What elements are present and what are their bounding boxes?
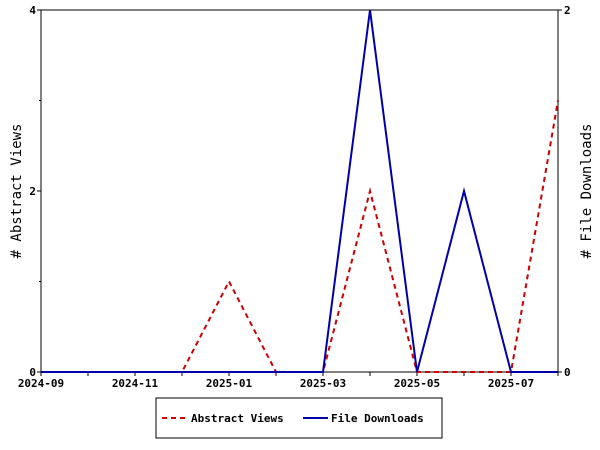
- legend-label: Abstract Views: [191, 412, 284, 425]
- x-tick-label: 2025-03: [300, 377, 346, 390]
- plot-border: [40, 9, 559, 373]
- x-tick-label: 2025-05: [394, 377, 440, 390]
- y-axis-right-label: # File Downloads: [579, 124, 595, 259]
- x-tick-label: 2025-01: [206, 377, 253, 390]
- y-left-tick-label: 4: [29, 4, 36, 17]
- legend: Abstract Views File Downloads: [155, 397, 443, 439]
- axis-ticks: 2024-09 2024-11 2025-01 2025-03 2025-05 2025-…: [18, 4, 571, 390]
- series-line-file-downloads: [41, 9, 558, 373]
- series-layer: [40, 9, 559, 373]
- y-right-tick-label: 0: [564, 366, 571, 379]
- x-tick-label: 2024-11: [112, 377, 159, 390]
- y-axis-left-label: # Abstract Views: [9, 124, 25, 259]
- legend-box: [155, 397, 443, 439]
- y-left-tick-label: 2: [29, 185, 36, 198]
- legend-label: File Downloads: [331, 412, 424, 425]
- x-tick-label: 2024-09: [18, 377, 64, 390]
- series-line-abstract-views: [41, 100, 559, 373]
- plot-frame: [40, 9, 559, 373]
- x-tick-label: 2025-07: [488, 377, 534, 390]
- y-left-tick-label: 0: [29, 366, 36, 379]
- y-right-tick-label: 2: [564, 4, 571, 17]
